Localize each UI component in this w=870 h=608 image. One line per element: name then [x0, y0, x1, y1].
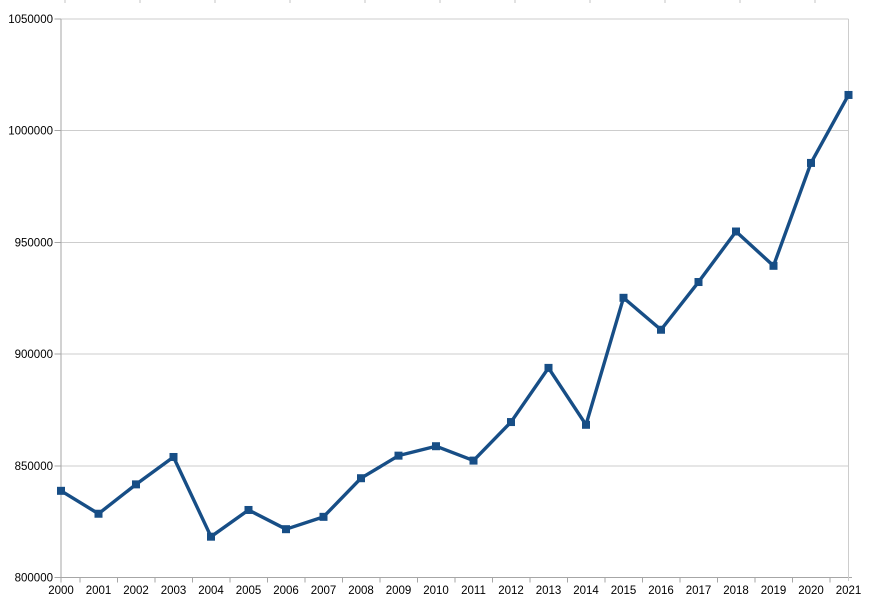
x-axis-tick-label: 2005: [236, 585, 262, 597]
data-point-marker: [807, 158, 815, 167]
x-axis-tick-label: 2002: [123, 585, 149, 597]
x-axis-tick-label: 2009: [386, 585, 412, 597]
data-point-marker: [582, 420, 590, 429]
x-axis-tick-label: 2019: [761, 585, 787, 597]
x-axis-tick-label: 2010: [423, 585, 449, 597]
x-axis-tick-label: 2000: [48, 585, 74, 597]
data-point-marker: [657, 325, 665, 334]
x-axis-tick-label: 2008: [348, 585, 374, 597]
x-axis-tick-label: 2021: [836, 585, 862, 597]
x-axis-tick-label: 2016: [648, 585, 674, 597]
x-axis-tick-label: 2001: [86, 585, 112, 597]
x-axis-tick-label: 2012: [498, 585, 524, 597]
data-point-marker: [357, 474, 365, 483]
data-point-marker: [207, 532, 215, 541]
data-point-marker: [694, 278, 703, 287]
data-point-marker: [544, 363, 553, 372]
x-axis-tick-label: 2017: [686, 585, 712, 597]
y-axis-tick-label: 1050000: [8, 14, 53, 26]
x-axis-tick-label: 2018: [723, 585, 749, 597]
y-axis-tick-label: 950000: [15, 237, 53, 249]
x-axis-tick-label: 2004: [198, 585, 224, 597]
data-point-marker: [507, 418, 515, 427]
x-axis-tick-label: 2007: [311, 585, 337, 597]
data-point-marker: [132, 480, 140, 489]
data-series-line: [59, 93, 851, 539]
x-axis-tick-label: 2020: [798, 585, 824, 597]
data-point-marker: [319, 512, 328, 521]
y-axis-tick-label: 1000000: [8, 126, 53, 138]
data-point-marker: [394, 451, 403, 460]
x-axis-tick-label: 2011: [461, 585, 486, 597]
y-axis-tick-label: 850000: [15, 461, 53, 473]
data-point-marker: [619, 293, 628, 302]
data-point-marker: [169, 452, 178, 461]
data-point-marker: [844, 90, 853, 99]
data-point-marker: [432, 442, 440, 451]
data-point-marker: [94, 509, 103, 518]
data-point-marker: [732, 227, 740, 236]
x-axis-tick-label: 2013: [536, 585, 562, 597]
x-axis-tick-label: 2006: [273, 585, 299, 597]
x-axis-tick-label: 2003: [161, 585, 187, 597]
x-axis-tick-label: 2015: [611, 585, 637, 597]
y-axis-tick-label: 900000: [15, 349, 53, 361]
data-point-marker: [282, 525, 290, 534]
y-axis-tick-label: 800000: [15, 573, 53, 585]
data-point-marker: [469, 456, 478, 465]
x-axis-tick-label: 2014: [573, 585, 599, 597]
data-point-marker: [57, 486, 65, 495]
data-point-marker: [244, 505, 253, 514]
data-point-marker: [769, 261, 778, 270]
